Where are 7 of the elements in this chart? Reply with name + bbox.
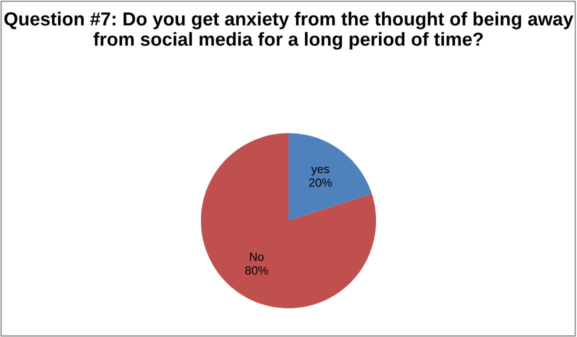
pie-slice (200, 133, 376, 308)
data-label: 80% (245, 266, 268, 275)
chart-title: Question #7: Do you get anxiety from the thought of being away from social media for a long period of time? (4, 12, 574, 50)
slice-label: No (250, 252, 264, 262)
data-label: 20% (309, 178, 332, 187)
pie-slice (288, 133, 372, 221)
slice-label: yes (311, 166, 330, 176)
